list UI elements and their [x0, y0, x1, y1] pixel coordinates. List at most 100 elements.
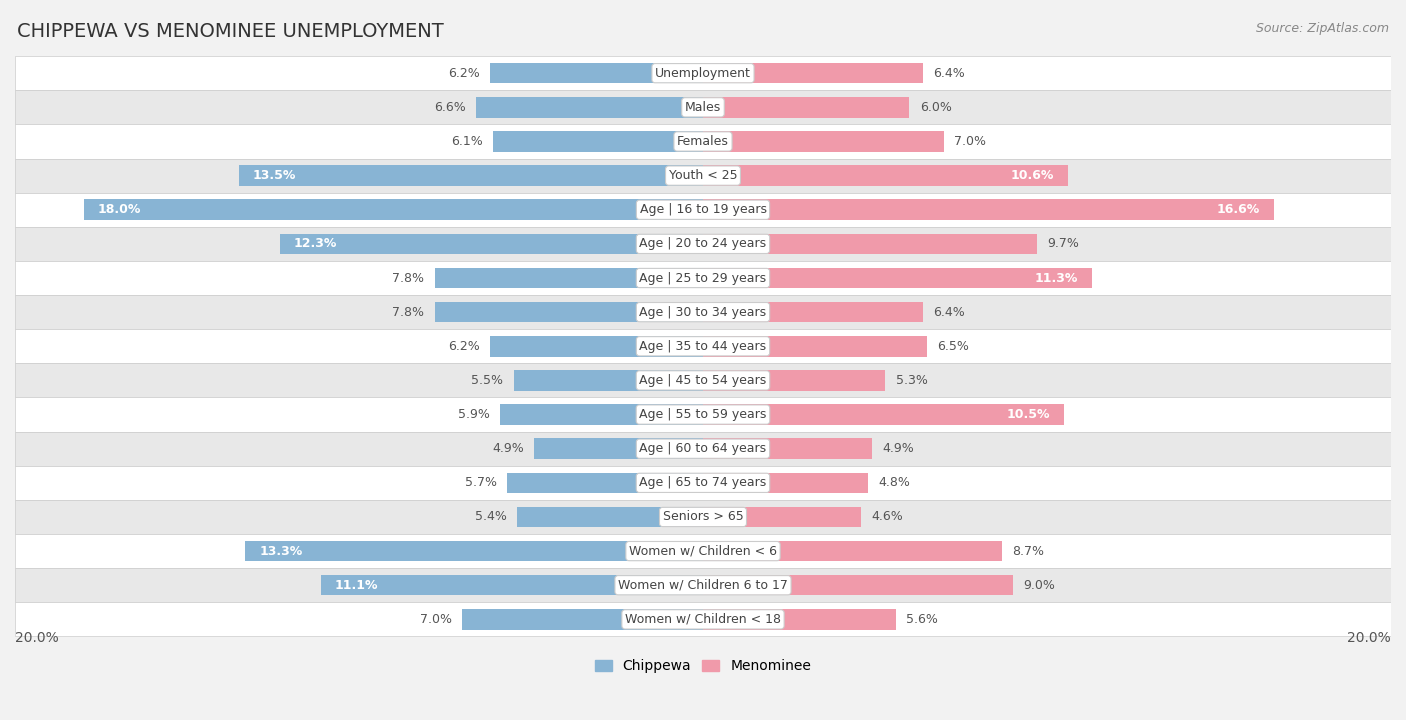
Text: Males: Males — [685, 101, 721, 114]
Bar — [703, 370, 886, 391]
Bar — [534, 438, 703, 459]
Bar — [246, 541, 703, 562]
Bar — [15, 56, 1391, 90]
Bar — [703, 336, 927, 356]
Text: 4.8%: 4.8% — [879, 477, 910, 490]
Text: 6.4%: 6.4% — [934, 306, 966, 319]
Text: 5.7%: 5.7% — [464, 477, 496, 490]
Bar — [494, 131, 703, 152]
Bar — [703, 166, 1067, 186]
Text: Unemployment: Unemployment — [655, 67, 751, 80]
Text: Age | 65 to 74 years: Age | 65 to 74 years — [640, 477, 766, 490]
Text: 5.4%: 5.4% — [475, 510, 508, 523]
Bar — [15, 466, 1391, 500]
Bar — [703, 609, 896, 629]
Bar — [703, 199, 1274, 220]
Text: 20.0%: 20.0% — [15, 631, 59, 645]
Bar — [15, 364, 1391, 397]
Text: 9.0%: 9.0% — [1024, 579, 1054, 592]
Bar — [517, 507, 703, 527]
Text: Age | 20 to 24 years: Age | 20 to 24 years — [640, 238, 766, 251]
Bar — [15, 431, 1391, 466]
Text: Women w/ Children < 18: Women w/ Children < 18 — [626, 613, 780, 626]
Bar — [15, 329, 1391, 364]
Text: 7.8%: 7.8% — [392, 306, 425, 319]
Bar — [15, 193, 1391, 227]
Bar — [15, 500, 1391, 534]
Bar — [703, 233, 1036, 254]
Text: 4.9%: 4.9% — [882, 442, 914, 455]
Text: 11.3%: 11.3% — [1035, 271, 1078, 284]
Bar — [434, 268, 703, 288]
Bar — [280, 233, 703, 254]
Text: 4.9%: 4.9% — [492, 442, 524, 455]
Text: 10.6%: 10.6% — [1011, 169, 1054, 182]
Text: 6.1%: 6.1% — [451, 135, 482, 148]
Text: 7.0%: 7.0% — [955, 135, 986, 148]
Text: 6.2%: 6.2% — [447, 67, 479, 80]
Bar — [703, 63, 924, 84]
Text: Age | 25 to 29 years: Age | 25 to 29 years — [640, 271, 766, 284]
Text: 5.5%: 5.5% — [471, 374, 503, 387]
Text: 6.6%: 6.6% — [434, 101, 465, 114]
Text: Age | 30 to 34 years: Age | 30 to 34 years — [640, 306, 766, 319]
Text: 10.5%: 10.5% — [1007, 408, 1050, 421]
Text: Women w/ Children 6 to 17: Women w/ Children 6 to 17 — [619, 579, 787, 592]
Bar — [15, 568, 1391, 603]
Bar — [321, 575, 703, 595]
Text: 7.0%: 7.0% — [420, 613, 451, 626]
Bar — [703, 97, 910, 117]
Text: 5.3%: 5.3% — [896, 374, 928, 387]
Text: 5.9%: 5.9% — [458, 408, 489, 421]
Text: 16.6%: 16.6% — [1218, 203, 1260, 216]
Text: Females: Females — [678, 135, 728, 148]
Bar — [15, 603, 1391, 636]
Text: Youth < 25: Youth < 25 — [669, 169, 737, 182]
Bar — [15, 90, 1391, 125]
Bar — [703, 507, 862, 527]
Text: 7.8%: 7.8% — [392, 271, 425, 284]
Text: 6.0%: 6.0% — [920, 101, 952, 114]
Text: Age | 45 to 54 years: Age | 45 to 54 years — [640, 374, 766, 387]
Bar — [84, 199, 703, 220]
Text: 6.4%: 6.4% — [934, 67, 966, 80]
Bar — [477, 97, 703, 117]
Text: 4.6%: 4.6% — [872, 510, 903, 523]
Legend: Chippewa, Menominee: Chippewa, Menominee — [589, 654, 817, 679]
Text: 8.7%: 8.7% — [1012, 544, 1045, 557]
Bar — [703, 405, 1064, 425]
Bar — [434, 302, 703, 323]
Bar — [703, 472, 868, 493]
Bar — [703, 575, 1012, 595]
Bar — [15, 261, 1391, 295]
Bar — [703, 131, 943, 152]
Bar — [15, 158, 1391, 193]
Bar — [463, 609, 703, 629]
Text: 18.0%: 18.0% — [97, 203, 141, 216]
Text: Source: ZipAtlas.com: Source: ZipAtlas.com — [1256, 22, 1389, 35]
Text: CHIPPEWA VS MENOMINEE UNEMPLOYMENT: CHIPPEWA VS MENOMINEE UNEMPLOYMENT — [17, 22, 444, 40]
Text: 6.5%: 6.5% — [936, 340, 969, 353]
Bar — [703, 268, 1091, 288]
Bar — [513, 370, 703, 391]
Bar — [239, 166, 703, 186]
Text: 20.0%: 20.0% — [1347, 631, 1391, 645]
Bar — [703, 438, 872, 459]
Bar — [703, 541, 1002, 562]
Bar — [703, 302, 924, 323]
Bar — [15, 295, 1391, 329]
Text: 12.3%: 12.3% — [294, 238, 337, 251]
Bar — [489, 336, 703, 356]
Text: 9.7%: 9.7% — [1047, 238, 1078, 251]
Text: Seniors > 65: Seniors > 65 — [662, 510, 744, 523]
Text: 11.1%: 11.1% — [335, 579, 378, 592]
Bar — [15, 397, 1391, 431]
Text: 5.6%: 5.6% — [905, 613, 938, 626]
Text: Age | 35 to 44 years: Age | 35 to 44 years — [640, 340, 766, 353]
Text: 13.5%: 13.5% — [252, 169, 295, 182]
Bar — [489, 63, 703, 84]
Text: Age | 16 to 19 years: Age | 16 to 19 years — [640, 203, 766, 216]
Text: Age | 55 to 59 years: Age | 55 to 59 years — [640, 408, 766, 421]
Text: Women w/ Children < 6: Women w/ Children < 6 — [628, 544, 778, 557]
Bar — [15, 534, 1391, 568]
